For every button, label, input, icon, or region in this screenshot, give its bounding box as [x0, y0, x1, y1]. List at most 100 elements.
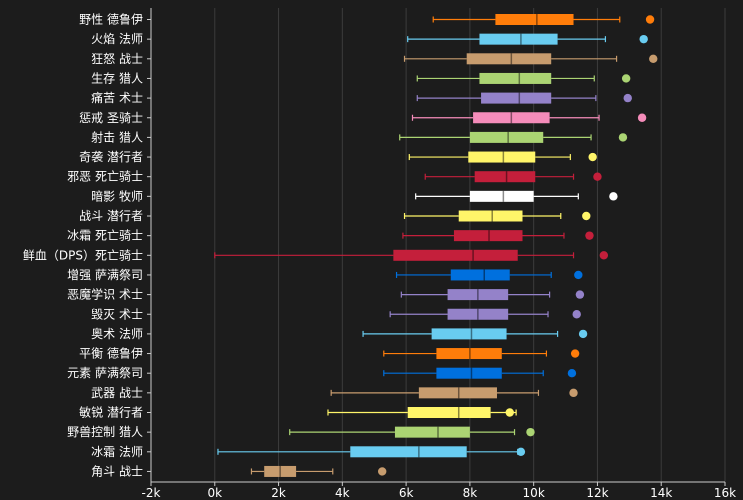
boxes — [214, 14, 658, 477]
category-label: 野性 德鲁伊 — [79, 12, 143, 27]
box-iqr — [407, 407, 491, 418]
outlier-point — [516, 447, 526, 456]
category-label: 狂怒 战士 — [91, 51, 143, 66]
box-iqr — [418, 387, 497, 399]
outlier-point — [623, 93, 632, 103]
outlier-point — [377, 467, 387, 476]
outlier-point — [505, 408, 514, 417]
box-iqr — [469, 131, 544, 143]
box-iqr — [436, 367, 502, 379]
category-label: 冰霜 死亡骑士 — [67, 229, 143, 243]
category-label: 奥术 法师 — [91, 327, 143, 341]
box-group — [411, 112, 647, 124]
box-iqr — [473, 112, 550, 124]
box-group — [383, 367, 577, 379]
category-label: 恶魔学识 术士 — [67, 287, 143, 302]
outlier-point — [588, 152, 597, 162]
x-tick-label: 12k — [586, 486, 608, 500]
box-iqr — [458, 210, 523, 222]
x-tick-label: 0k — [207, 486, 222, 500]
box-iqr — [436, 348, 502, 360]
box-group — [415, 190, 618, 202]
category-label: 惩戒 圣骑士 — [79, 111, 143, 125]
category-label: 野兽控制 猎人 — [67, 425, 143, 439]
outlier-point — [621, 74, 631, 83]
outlier-point — [639, 34, 648, 44]
outlier-point — [599, 251, 609, 260]
box-iqr — [495, 14, 574, 25]
x-tick-label: 8k — [463, 486, 478, 500]
x-tick-labels: -2k 0k 2k 4k 6k 8k 10k 12k 14k 16k — [142, 486, 737, 500]
outlier-point — [649, 54, 658, 63]
box-group — [403, 210, 591, 222]
box-group — [214, 249, 609, 261]
box-group — [408, 151, 597, 163]
box-group — [250, 465, 387, 477]
box-iqr — [466, 53, 552, 65]
outlier-point — [637, 113, 647, 122]
category-label: 痛苦 术士 — [91, 90, 143, 105]
box-group — [399, 131, 628, 143]
outlier-point — [575, 290, 585, 299]
category-label: 生存 猎人 — [91, 71, 143, 85]
category-label: 火焰 法师 — [91, 31, 143, 46]
box-iqr — [450, 269, 510, 281]
outlier-point — [574, 270, 583, 280]
outlier-point — [578, 329, 588, 339]
box-iqr — [453, 230, 523, 242]
category-label: 战斗 潜行者 — [79, 209, 143, 223]
box-group — [383, 348, 580, 360]
category-label: 鲜血（DPS）死亡骑士 — [23, 248, 143, 262]
box-iqr — [394, 426, 470, 438]
box-iqr — [479, 33, 558, 45]
box-iqr — [468, 151, 536, 163]
box-iqr — [393, 249, 518, 261]
x-tick-label: 10k — [523, 486, 545, 500]
outlier-point — [569, 388, 578, 398]
box-group — [407, 33, 648, 45]
x-tick-label: 2k — [271, 486, 286, 500]
outlier-point — [609, 192, 618, 201]
category-label: 奇袭 潜行者 — [79, 149, 143, 164]
box-group — [330, 387, 578, 399]
category-label: 元素 萨满祭司 — [67, 366, 143, 380]
category-label: 冰霜 法师 — [91, 445, 143, 459]
outlier-point — [572, 310, 581, 319]
box-group — [416, 72, 631, 84]
box-group — [327, 407, 517, 418]
x-tick-label: 14k — [650, 486, 672, 500]
box-group — [400, 289, 585, 301]
x-tick-label: 4k — [335, 486, 350, 500]
category-label: 增强 萨满祭司 — [67, 268, 143, 282]
outlier-point — [645, 15, 655, 24]
box-iqr — [479, 72, 552, 84]
category-label: 射击 猎人 — [91, 129, 143, 144]
outlier-point — [585, 231, 594, 240]
box-group — [424, 171, 602, 183]
outlier-point — [567, 369, 577, 378]
box-iqr — [431, 328, 507, 340]
axes — [147, 8, 726, 486]
box-group — [289, 426, 535, 438]
box-group — [395, 269, 583, 281]
category-label: 敏锐 潜行者 — [79, 405, 143, 420]
box-group — [362, 328, 588, 340]
box-iqr — [264, 465, 297, 477]
box-iqr — [474, 171, 536, 183]
box-iqr — [447, 289, 509, 301]
box-iqr — [350, 446, 467, 458]
category-label: 邪恶 死亡骑士 — [67, 170, 143, 184]
outlier-point — [526, 427, 535, 437]
box-group — [403, 53, 658, 65]
x-tick-label: 6k — [399, 486, 414, 500]
box-group — [217, 446, 526, 458]
category-label: 暗影 牧师 — [91, 188, 143, 203]
category-label: 平衡 德鲁伊 — [79, 346, 143, 361]
category-label: 角斗 战士 — [91, 464, 143, 478]
grid-lines — [214, 8, 726, 482]
box-group — [432, 14, 655, 25]
box-group — [389, 308, 581, 320]
